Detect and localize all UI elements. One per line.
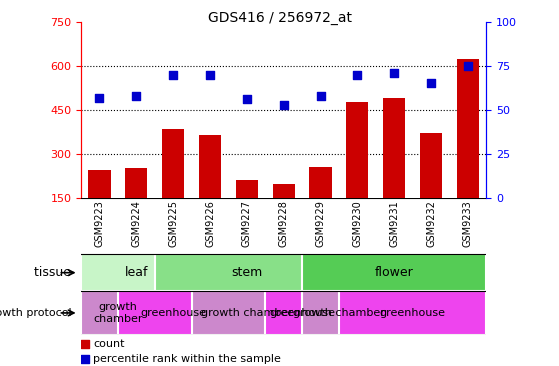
Text: GSM9226: GSM9226	[205, 200, 215, 247]
Bar	[302, 254, 486, 291]
Text: flower: flower	[375, 266, 414, 279]
Text: percentile rank within the sample: percentile rank within the sample	[93, 354, 281, 364]
Text: count: count	[93, 339, 125, 348]
Bar	[420, 133, 442, 198]
Text: GSM9231: GSM9231	[389, 200, 399, 247]
Text: greenhouse: greenhouse	[380, 308, 446, 318]
Point	[427, 81, 435, 86]
Text: GSM9223: GSM9223	[94, 200, 105, 247]
Text: GSM9230: GSM9230	[352, 200, 362, 247]
Text: GSM9229: GSM9229	[315, 200, 325, 247]
Bar	[155, 254, 339, 291]
Text: GSM9228: GSM9228	[279, 200, 288, 247]
Text: GSM9224: GSM9224	[131, 200, 141, 247]
Point	[132, 93, 141, 99]
Bar	[339, 291, 486, 335]
Text: GSM9227: GSM9227	[242, 200, 252, 247]
Text: growth
chamber: growth chamber	[93, 302, 143, 324]
Bar	[236, 180, 258, 198]
Text: leaf: leaf	[125, 266, 148, 279]
Bar	[88, 170, 111, 198]
Point	[390, 70, 399, 76]
Text: growth chamber: growth chamber	[293, 308, 385, 318]
Bar	[192, 291, 302, 335]
Bar	[347, 102, 368, 198]
Point	[169, 72, 178, 78]
Bar	[81, 291, 155, 335]
Text: GSM9232: GSM9232	[426, 200, 436, 247]
Bar	[199, 135, 221, 198]
Text: stem: stem	[231, 266, 263, 279]
Point	[353, 72, 362, 78]
Text: growth chamber: growth chamber	[201, 308, 293, 318]
Text: tissue: tissue	[35, 266, 75, 279]
Point	[243, 96, 252, 102]
Text: growth protocol: growth protocol	[0, 308, 75, 318]
Bar	[302, 291, 376, 335]
Point	[316, 93, 325, 99]
Text: greenhouse: greenhouse	[140, 308, 206, 318]
Point	[206, 72, 215, 78]
Text: GDS416 / 256972_at: GDS416 / 256972_at	[207, 11, 352, 25]
Point	[279, 102, 288, 108]
Text: greenhouse: greenhouse	[269, 308, 335, 318]
Bar	[457, 59, 479, 198]
Bar	[162, 129, 184, 198]
Point	[80, 356, 89, 362]
Bar	[125, 168, 148, 198]
Bar	[81, 254, 192, 291]
Point	[463, 63, 472, 69]
Bar	[383, 98, 405, 198]
Bar	[310, 167, 331, 198]
Bar	[266, 291, 339, 335]
Text: GSM9225: GSM9225	[168, 200, 178, 247]
Text: GSM9233: GSM9233	[463, 200, 473, 247]
Bar	[118, 291, 229, 335]
Bar	[273, 184, 295, 198]
Point	[80, 341, 89, 347]
Point	[95, 94, 104, 100]
